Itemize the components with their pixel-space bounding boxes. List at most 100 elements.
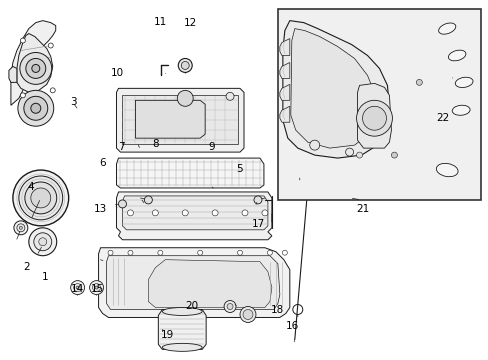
Polygon shape (106, 256, 279, 310)
Polygon shape (116, 88, 244, 152)
Circle shape (18, 90, 54, 126)
Circle shape (282, 250, 287, 255)
Circle shape (13, 170, 68, 226)
Circle shape (89, 280, 103, 294)
Text: 3: 3 (70, 97, 76, 107)
Circle shape (224, 301, 236, 312)
Circle shape (20, 226, 22, 229)
Circle shape (92, 284, 101, 292)
Text: 6: 6 (99, 158, 105, 168)
Polygon shape (99, 248, 289, 318)
Polygon shape (9, 67, 17, 82)
Circle shape (26, 58, 46, 78)
Circle shape (237, 250, 242, 255)
Circle shape (240, 306, 255, 323)
Text: 2: 2 (23, 262, 30, 272)
Circle shape (212, 210, 218, 216)
Ellipse shape (438, 23, 455, 34)
Circle shape (182, 210, 188, 216)
Text: 8: 8 (152, 139, 159, 149)
Circle shape (31, 188, 51, 208)
Circle shape (356, 100, 392, 136)
Polygon shape (122, 95, 238, 144)
Ellipse shape (162, 307, 202, 315)
Circle shape (25, 182, 57, 214)
Circle shape (242, 210, 247, 216)
Ellipse shape (162, 343, 202, 351)
Circle shape (225, 92, 234, 100)
Circle shape (20, 53, 52, 84)
Circle shape (243, 310, 252, 319)
Circle shape (20, 93, 25, 98)
Circle shape (177, 90, 193, 106)
Text: 16: 16 (285, 321, 298, 331)
Circle shape (127, 210, 133, 216)
Polygon shape (122, 196, 267, 230)
Circle shape (309, 140, 319, 150)
Circle shape (362, 106, 386, 130)
Circle shape (356, 152, 362, 158)
Text: 9: 9 (207, 142, 214, 152)
Circle shape (24, 96, 48, 120)
Circle shape (267, 250, 272, 255)
Circle shape (108, 250, 113, 255)
Text: 4: 4 (28, 182, 34, 192)
Circle shape (29, 228, 57, 256)
Text: 20: 20 (185, 301, 198, 311)
Circle shape (34, 233, 52, 251)
Text: 18: 18 (270, 305, 284, 315)
Polygon shape (279, 62, 289, 78)
Polygon shape (116, 158, 264, 188)
Text: 17: 17 (251, 219, 264, 229)
Circle shape (31, 103, 41, 113)
Circle shape (178, 58, 192, 72)
Text: 7: 7 (118, 142, 125, 152)
Ellipse shape (451, 105, 469, 115)
Text: 15: 15 (91, 284, 104, 294)
Circle shape (95, 286, 98, 289)
Ellipse shape (454, 77, 472, 87)
Polygon shape (135, 100, 205, 138)
Circle shape (415, 80, 422, 85)
Circle shape (226, 303, 233, 310)
Circle shape (253, 196, 262, 204)
Polygon shape (11, 21, 56, 105)
Circle shape (14, 221, 28, 235)
Polygon shape (279, 106, 289, 122)
Polygon shape (158, 310, 206, 349)
Text: 19: 19 (161, 330, 174, 340)
Circle shape (144, 196, 152, 204)
Circle shape (181, 62, 189, 69)
Text: 5: 5 (236, 164, 243, 174)
Circle shape (118, 200, 126, 208)
Circle shape (48, 43, 53, 48)
Circle shape (76, 286, 79, 289)
Circle shape (158, 250, 163, 255)
Polygon shape (279, 84, 289, 100)
Text: 10: 10 (110, 68, 123, 78)
Ellipse shape (447, 50, 465, 61)
Ellipse shape (435, 163, 457, 177)
Bar (277, 9, 480, 200)
Text: 22: 22 (436, 113, 449, 123)
Text: 13: 13 (94, 204, 107, 215)
Text: 11: 11 (154, 17, 167, 27)
Text: 14: 14 (71, 284, 84, 294)
Circle shape (39, 238, 47, 246)
Circle shape (20, 38, 25, 43)
Circle shape (19, 176, 62, 220)
Polygon shape (148, 260, 271, 307)
Circle shape (50, 88, 55, 93)
Polygon shape (282, 21, 388, 158)
Polygon shape (291, 155, 307, 168)
Text: 12: 12 (183, 18, 196, 28)
Text: 21: 21 (355, 204, 368, 215)
Circle shape (128, 250, 133, 255)
Circle shape (262, 210, 267, 216)
Polygon shape (17, 33, 53, 92)
Circle shape (152, 210, 158, 216)
Polygon shape (290, 28, 375, 148)
Circle shape (71, 280, 84, 294)
Circle shape (17, 224, 25, 232)
Polygon shape (279, 39, 289, 55)
